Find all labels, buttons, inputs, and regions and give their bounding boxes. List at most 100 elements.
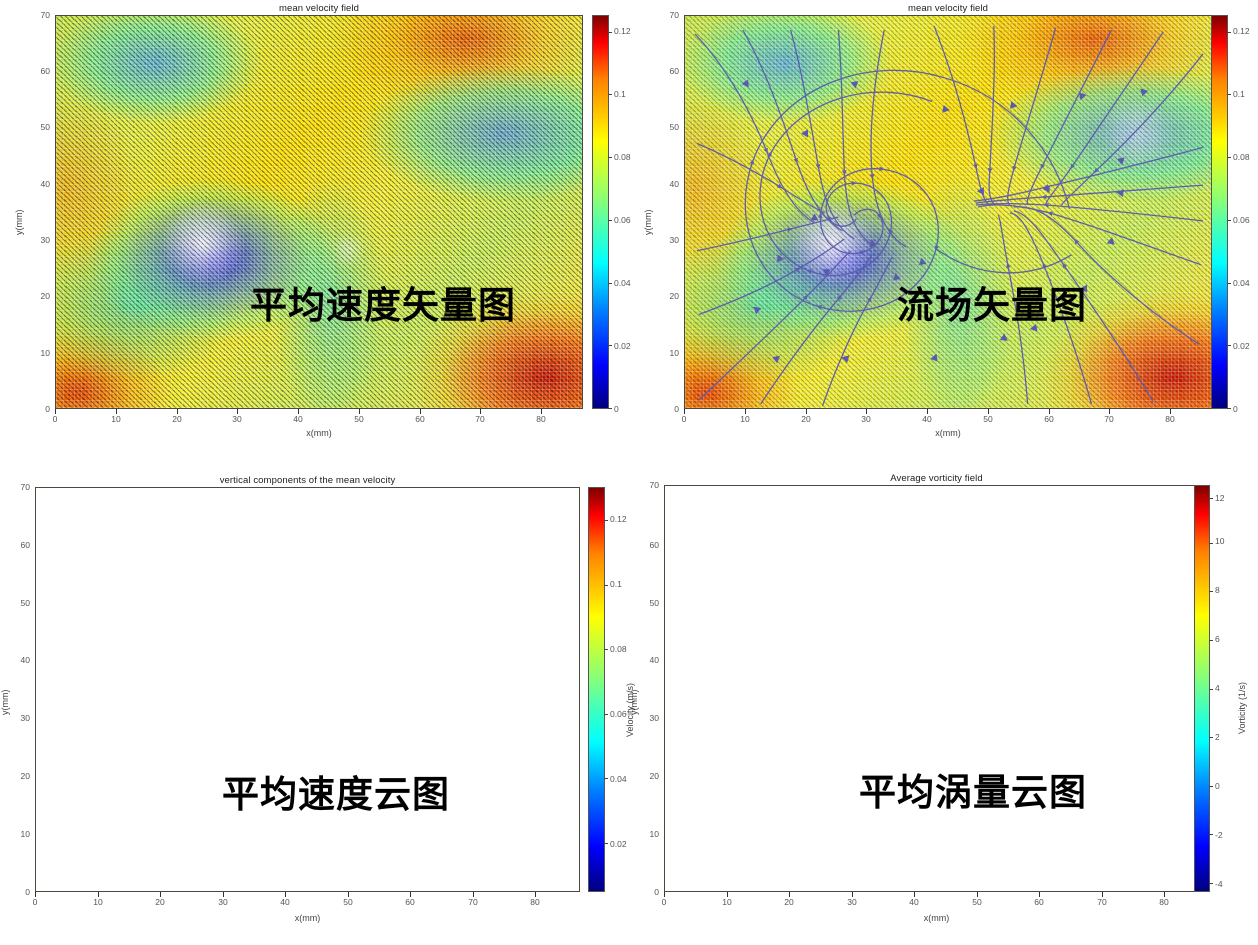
y-tick-label: 50: [669, 122, 679, 132]
panel-title: mean velocity field: [278, 3, 360, 14]
colorbar-tick-label: 0.1: [1233, 89, 1245, 99]
plot-area: [684, 15, 1212, 409]
y-tick-label: 30: [20, 713, 30, 723]
y-tick-label: 10: [40, 348, 50, 358]
y-tick-label: 40: [20, 655, 30, 665]
y-axis-label: y(mm): [643, 209, 653, 236]
y-tick-label: 20: [40, 291, 50, 301]
x-tick-label: 50: [972, 897, 982, 907]
panel-caption-cn: 平均速度矢量图: [250, 284, 516, 327]
colorbar-tick-label: 0.1: [614, 89, 626, 99]
panel-caption-cn: 流场矢量图: [897, 284, 1087, 327]
x-tick-label: 10: [111, 414, 121, 424]
colorbar-tick-label: 0.06: [1233, 215, 1250, 225]
vertical-velocity-contour: [36, 488, 579, 891]
y-tick-label: 40: [669, 179, 679, 189]
x-tick-label: 50: [983, 414, 993, 424]
x-axis-label: x(mm): [306, 428, 332, 438]
colorbar: [588, 487, 608, 892]
x-axis-label: x(mm): [935, 428, 961, 438]
y-tick-label: 70: [649, 480, 659, 490]
colorbar-tick-label: 8: [1215, 585, 1220, 595]
colorbar-tick-label: 0.02: [1233, 341, 1250, 351]
colorbar: [1194, 485, 1213, 892]
colorbar-tick-label: 0.08: [1233, 152, 1250, 162]
y-tick-label: 0: [674, 404, 679, 414]
y-axis-label: y(mm): [14, 209, 24, 236]
plot-area: 知乎 @都系: [664, 485, 1209, 892]
y-tick-label: 70: [40, 10, 50, 20]
y-tick-label: 20: [669, 291, 679, 301]
panel-caption-cn: 平均涡量云图: [859, 771, 1087, 814]
colorbar-tick-label: 0.02: [614, 341, 631, 351]
x-tick-label: 20: [784, 897, 794, 907]
colorbar-tick-label: 2: [1215, 732, 1220, 742]
colorbar-tick-label: 10: [1215, 536, 1225, 546]
panel-title: Average vorticity field: [890, 473, 983, 484]
y-tick-label: 40: [649, 655, 659, 665]
y-tick-label: 50: [20, 598, 30, 608]
x-tick-label: 0: [52, 414, 58, 424]
x-tick-label: 20: [155, 897, 165, 907]
y-tick-label: 10: [20, 829, 30, 839]
y-tick-label: 0: [45, 404, 50, 414]
panel-streamline-vector: mean velocity field: [629, 0, 1258, 472]
y-tick-label: 70: [669, 10, 679, 20]
colorbar-tick-label: 0.02: [610, 839, 627, 849]
x-tick-label: 60: [415, 414, 425, 424]
y-tick-label: 30: [669, 235, 679, 245]
y-tick-label: 40: [40, 179, 50, 189]
colorbar-tick-label: 0.1: [610, 579, 622, 589]
x-tick-label: 70: [468, 897, 478, 907]
x-tick-label: 80: [530, 897, 540, 907]
colorbar-tick-label: 0.06: [614, 215, 631, 225]
colorbar-tick-label: -2: [1215, 830, 1223, 840]
colorbar-tick-label: 6: [1215, 634, 1220, 644]
colorbar-tick-label: 0.04: [614, 278, 631, 288]
y-tick-label: 20: [649, 771, 659, 781]
y-tick-label: 60: [40, 66, 50, 76]
colorbar-tick-label: 0.08: [610, 644, 627, 654]
x-tick-label: 10: [740, 414, 750, 424]
colorbar-tick-label: 0.06: [610, 709, 627, 719]
x-tick-label: 30: [847, 897, 857, 907]
x-tick-label: 50: [354, 414, 364, 424]
y-tick-label: 60: [669, 66, 679, 76]
panel-title: mean velocity field: [907, 3, 989, 14]
colorbar-tick-label: 0.12: [614, 26, 631, 36]
x-tick-label: 80: [536, 414, 546, 424]
colorbar-tick-label: 0: [1233, 404, 1238, 414]
x-tick-label: 70: [1097, 897, 1107, 907]
y-axis-label: y(mm): [629, 689, 639, 716]
x-tick-label: 20: [172, 414, 182, 424]
colorbar-tick-label: 4: [1215, 683, 1220, 693]
panel-average-vorticity: Average vorticity field 知乎 @都系 0 10 20 3…: [629, 472, 1258, 945]
x-tick-label: 60: [1044, 414, 1054, 424]
x-tick-label: 70: [1104, 414, 1114, 424]
x-tick-label: 60: [1034, 897, 1044, 907]
y-tick-label: 30: [649, 713, 659, 723]
streamline-overlay: [694, 25, 1204, 407]
y-tick-label: 0: [654, 887, 659, 897]
y-tick-label: 60: [649, 540, 659, 550]
x-tick-label: 80: [1159, 897, 1169, 907]
y-tick-label: 0: [25, 887, 30, 897]
x-tick-label: 20: [801, 414, 811, 424]
x-tick-label: 50: [343, 897, 353, 907]
y-tick-label: 20: [20, 771, 30, 781]
x-tick-label: 30: [232, 414, 242, 424]
plot-area: [55, 15, 583, 409]
colorbar-tick-label: 0: [1215, 781, 1220, 791]
y-axis-label: y(mm): [0, 689, 10, 716]
colorbar: [592, 15, 612, 409]
y-tick-label: 70: [20, 482, 30, 492]
colorbar-tick-label: -4: [1215, 879, 1223, 889]
colorbar-tick-label: 0.12: [1233, 26, 1250, 36]
x-tick-label: 0: [661, 897, 667, 907]
x-tick-label: 80: [1165, 414, 1175, 424]
x-tick-label: 70: [475, 414, 485, 424]
y-tick-label: 50: [649, 598, 659, 608]
panel-vertical-mean-velocity: vertical components of the mean velocity…: [0, 472, 635, 945]
colorbar-tick-label: 0.12: [610, 514, 627, 524]
